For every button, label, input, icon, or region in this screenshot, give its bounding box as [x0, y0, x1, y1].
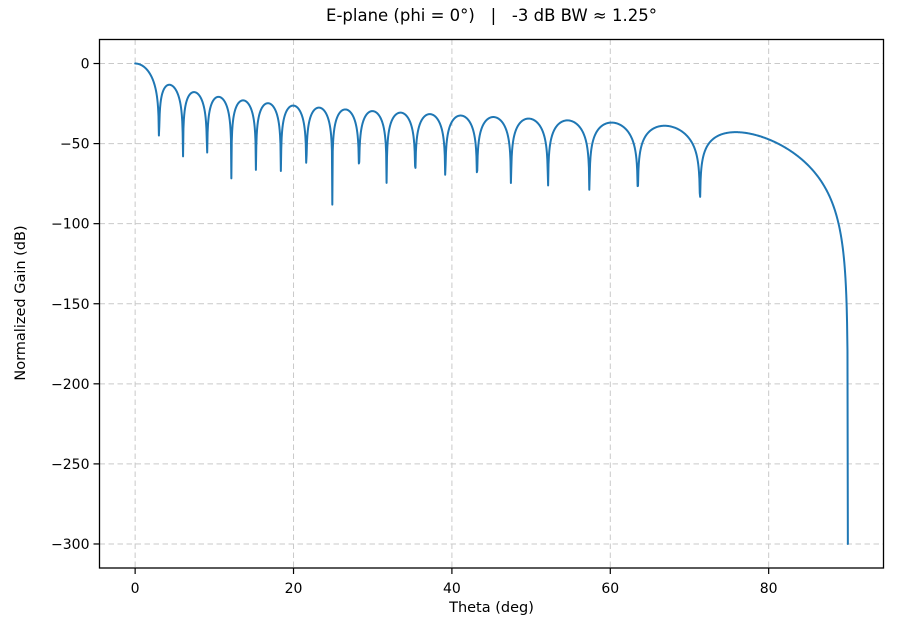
x-tick-label: 40 [443, 581, 461, 597]
tick-label-layer: 0 20 40 60 80 0 −50 −100 −150 −200 −250 −300 [51, 57, 778, 597]
gain-curve [134, 62, 849, 545]
y-tick-label: −150 [51, 297, 89, 313]
y-tick-label: −250 [51, 457, 89, 473]
y-tick-label: −300 [51, 537, 89, 553]
x-axis-label: Theta (deg) [449, 600, 534, 616]
grid-layer [99, 39, 884, 568]
y-axis-label: Normalized Gain (dB) [13, 225, 29, 381]
y-tick-label: −50 [60, 137, 90, 153]
x-tick-label: 0 [131, 581, 140, 597]
x-tick-label: 20 [285, 581, 303, 597]
y-tick-label: 0 [81, 57, 90, 73]
x-tick-label: 80 [760, 581, 778, 597]
tick-layer [93, 62, 770, 574]
x-tick-label: 60 [601, 581, 619, 597]
chart-title: E-plane (phi = 0°) | -3 dB BW ≈ 1.25° [326, 6, 657, 25]
y-tick-label: −100 [51, 217, 89, 233]
y-tick-label: −200 [51, 377, 89, 393]
